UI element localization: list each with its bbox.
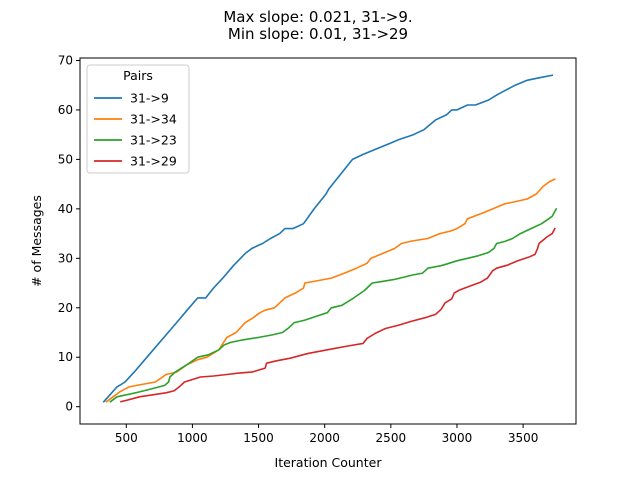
x-tick-label-3: 2000: [309, 431, 340, 445]
legend: Pairs 31->9 31->34 31->23 31->29: [86, 64, 190, 174]
x-tick-label-2: 1500: [243, 431, 274, 445]
x-tick-label-4: 2500: [376, 431, 407, 445]
chart-title-line-1: Max slope: 0.021, 31->9.: [223, 8, 412, 26]
legend-box: [86, 64, 190, 174]
legend-label-0: 31->9: [130, 91, 169, 106]
x-axis-label: Iteration Counter: [275, 455, 383, 470]
y-tick-label-3: 30: [58, 251, 73, 265]
chart-title-line-2: Min slope: 0.01, 31->29: [228, 25, 408, 43]
x-tick-label-6: 3500: [508, 431, 539, 445]
y-axis-ticks: 0 10 20 30 40 50 60 70: [58, 53, 80, 414]
x-tick-label-5: 3000: [442, 431, 473, 445]
y-tick-label-1: 10: [58, 350, 73, 364]
y-axis-label: # of Messages: [29, 195, 44, 287]
legend-label-3: 31->29: [130, 154, 177, 169]
legend-label-1: 31->34: [130, 112, 177, 127]
x-tick-label-1: 1000: [177, 431, 208, 445]
y-tick-label-6: 60: [58, 103, 73, 117]
y-tick-label-4: 40: [58, 202, 73, 216]
series-layer: [102, 74, 558, 403]
x-tick-label-0: 500: [115, 431, 138, 445]
legend-label-2: 31->23: [130, 133, 177, 148]
y-tick-label-2: 20: [58, 301, 73, 315]
series-line-0: [102, 74, 554, 403]
x-axis-ticks: 500 1000 1500 2000 2500 3000 3500: [115, 424, 539, 445]
y-tick-label-7: 70: [58, 53, 73, 67]
legend-entries: 31->9 31->34 31->23 31->29: [94, 91, 177, 169]
y-tick-label-0: 0: [65, 400, 73, 414]
series-line-3: [120, 227, 556, 403]
series-line-2: [109, 207, 558, 403]
plot-frame: [79, 57, 577, 425]
legend-title: Pairs: [123, 68, 153, 83]
y-tick-label-5: 50: [58, 152, 73, 166]
